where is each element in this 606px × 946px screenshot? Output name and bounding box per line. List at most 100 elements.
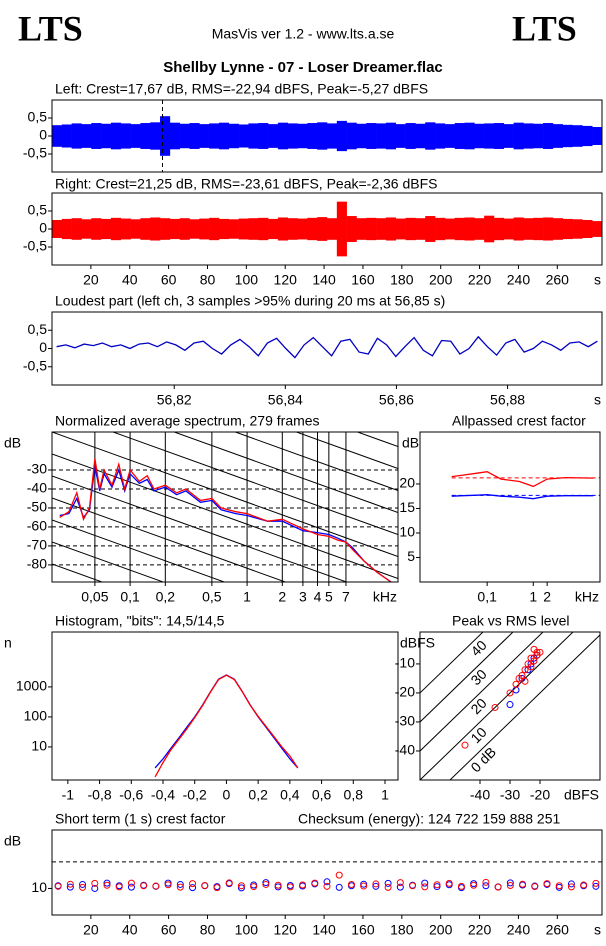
logo: LTS: [512, 8, 577, 48]
x-tick-label: 20: [83, 272, 99, 288]
point: [470, 881, 478, 889]
point: [482, 882, 490, 890]
x-tick-label: 120: [274, 922, 298, 938]
y-tick-label: 10: [31, 879, 47, 895]
point: [506, 689, 514, 697]
waveform-block: [543, 123, 554, 149]
point: [201, 882, 209, 890]
x-tick-label: 100: [235, 272, 259, 288]
y-axis-label: dB: [402, 435, 419, 451]
waveform-block: [385, 217, 397, 241]
waveform-block: [552, 218, 564, 240]
waveform-block: [405, 123, 416, 149]
point: [237, 882, 245, 890]
x-tick-label: 160: [351, 922, 375, 938]
logo: LTS: [18, 8, 83, 48]
y-tick-label: 1000: [16, 678, 47, 694]
point: [189, 880, 197, 888]
point: [461, 741, 469, 749]
point: [311, 879, 319, 887]
waveform-block: [287, 218, 298, 240]
point: [384, 883, 392, 891]
waveform-block: [366, 217, 377, 241]
y-tick-label: 5: [407, 548, 415, 564]
slope-guide: [52, 432, 398, 558]
y-tick-label: 20: [399, 475, 415, 491]
waveform-block: [395, 124, 406, 148]
waveform-block: [582, 220, 593, 238]
point: [521, 677, 529, 685]
point: [536, 648, 544, 656]
slope-guide: [111, 432, 398, 536]
waveform-block: [444, 124, 455, 148]
crest-line: [420, 632, 544, 752]
x-tick-label: 220: [468, 272, 492, 288]
waveform-block: [592, 127, 603, 145]
waveform-block: [523, 218, 534, 240]
waveform-block: [189, 219, 200, 239]
y-tick-label: -30: [27, 461, 47, 477]
waveform-block: [503, 218, 514, 240]
point: [515, 674, 523, 682]
point: [521, 666, 529, 674]
point: [531, 883, 539, 891]
x-tick-label: 80: [200, 272, 216, 288]
y-tick-label: 10: [399, 524, 415, 540]
x-tick-label: 260: [546, 272, 570, 288]
point: [299, 881, 307, 889]
point: [225, 879, 233, 887]
series-line: [56, 335, 598, 359]
x-tick-label: 5: [325, 589, 333, 605]
chart-title: Allpassed crest factor: [452, 413, 586, 429]
waveform-block: [150, 217, 161, 241]
waveform-block: [572, 125, 583, 147]
point: [189, 884, 197, 892]
point: [519, 880, 527, 888]
point: [274, 881, 282, 889]
point: [347, 880, 355, 888]
waveform-block: [425, 122, 436, 150]
x-tick-label: 2: [543, 589, 551, 605]
waveform-block: [248, 218, 259, 240]
x-tick-label: 20: [83, 922, 99, 938]
point: [66, 880, 74, 888]
point: [457, 882, 465, 890]
x-tick-label: 0,2: [248, 787, 268, 803]
point: [527, 663, 535, 671]
waveform-block: [218, 218, 230, 240]
point: [396, 883, 404, 891]
y-tick-label: -70: [27, 537, 47, 553]
waveform-block: [327, 123, 338, 149]
waveform-block: [562, 124, 573, 148]
waveform-block: [189, 123, 200, 149]
waveform-block: [101, 218, 112, 240]
series-line: [59, 466, 392, 583]
waveform-block: [356, 218, 367, 240]
waveform-block: [110, 122, 122, 150]
waveform-block: [209, 217, 220, 241]
x-axis-label: s: [594, 272, 601, 288]
point: [323, 882, 331, 890]
x-axis-label: kHz: [373, 589, 397, 605]
point: [555, 882, 563, 890]
y-tick-label: -0,5: [23, 145, 47, 161]
waveform-block: [366, 123, 377, 149]
waveform-block: [120, 123, 131, 149]
y-tick-label: -40: [395, 742, 415, 758]
waveform-block: [533, 123, 544, 149]
x-tick-label: 1: [381, 787, 389, 803]
x-tick-label: 0,2: [156, 589, 176, 605]
y-axis-label: dBFS: [400, 635, 435, 651]
point: [152, 882, 160, 890]
x-tick-label: 1: [243, 589, 251, 605]
x-tick-label: 60: [161, 272, 177, 288]
x-tick-label: -20: [530, 787, 550, 803]
waveform-block: [474, 123, 485, 149]
series-line: [154, 674, 299, 778]
plot-frame: [419, 631, 601, 781]
waveform-block: [435, 123, 446, 149]
waveform-block: [425, 216, 436, 242]
point: [433, 881, 441, 889]
y-axis-label: n: [4, 635, 12, 651]
waveform-block: [376, 218, 387, 240]
